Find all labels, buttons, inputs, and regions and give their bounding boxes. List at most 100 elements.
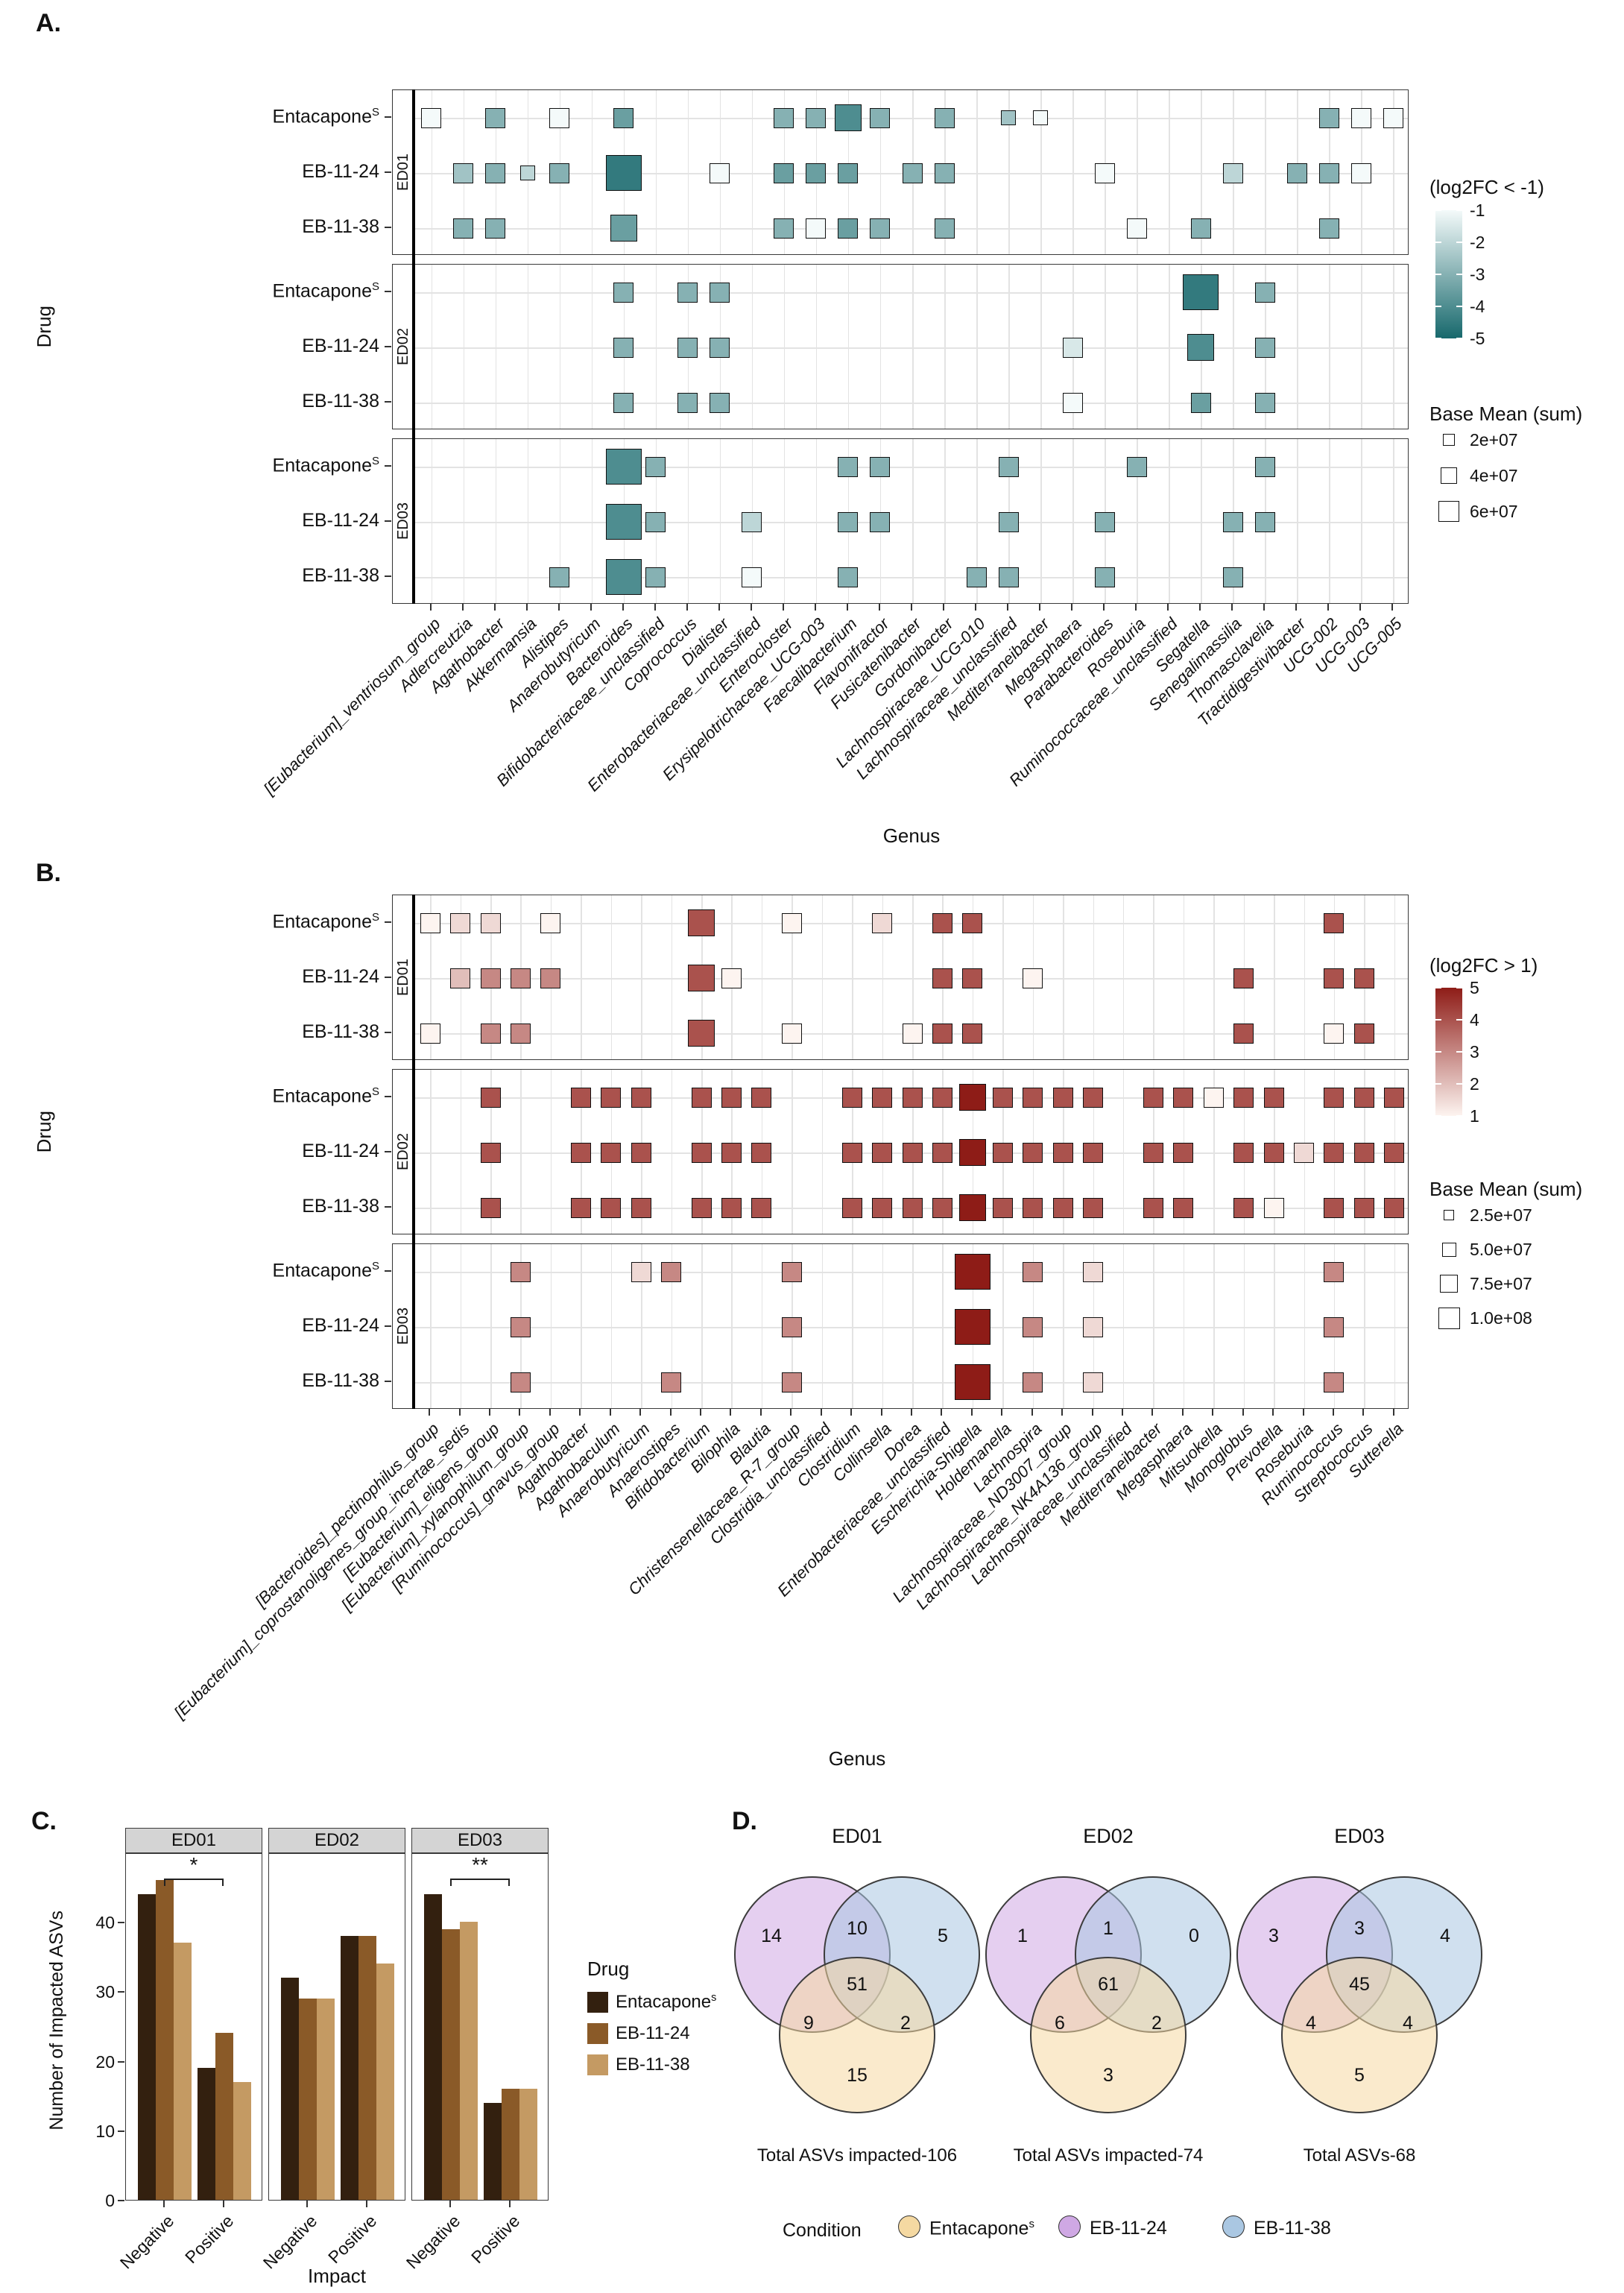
colorbar-tick	[1456, 209, 1462, 211]
gridline-vertical	[912, 1244, 914, 1408]
axis-left-line	[412, 89, 415, 604]
heatmap-cell	[872, 912, 893, 933]
venn-count: 1	[1103, 1918, 1113, 1939]
heatmap-cell	[774, 107, 794, 128]
y-axis-tick	[118, 2130, 124, 2132]
x-axis-tick	[1167, 604, 1169, 611]
bar	[484, 2102, 502, 2200]
gridline-vertical	[976, 265, 978, 429]
gridline-vertical	[942, 1244, 944, 1408]
heatmap-cell	[421, 107, 442, 128]
heatmap-cell	[1350, 163, 1371, 183]
size-legend-label: 1.0e+08	[1470, 1308, 1532, 1328]
heatmap-cell	[742, 567, 762, 587]
heatmap-cell	[1023, 1372, 1043, 1392]
condition-label: Entacapones	[929, 2218, 1034, 2239]
legend-swatch	[587, 2023, 608, 2044]
gridline-vertical	[463, 439, 465, 603]
heatmap-cell	[1033, 110, 1049, 125]
heatmap-cell	[838, 567, 859, 587]
heatmap-cell	[721, 1142, 742, 1163]
bar	[519, 2088, 538, 2200]
heatmap-cell	[645, 567, 666, 587]
gridline-vertical	[431, 265, 433, 429]
x-axis-tick	[461, 604, 464, 611]
x-axis-tick	[669, 1409, 672, 1416]
heatmap-cell	[710, 392, 730, 413]
heatmap-cell	[453, 218, 474, 239]
panel-b-color-legend-title: (log2FC > 1)	[1429, 954, 1538, 977]
venn-count: 1	[1017, 1925, 1028, 1946]
heatmap-cell	[751, 1197, 772, 1218]
bar	[376, 1964, 395, 2200]
bar-facet-panel	[411, 1853, 549, 2201]
heatmap-cell	[962, 1023, 983, 1044]
x-axis-tick	[1091, 1409, 1093, 1416]
gridline-vertical	[687, 90, 689, 254]
colorbar-tick	[1435, 274, 1441, 275]
x-axis-tick	[750, 604, 752, 611]
gridline-vertical	[1153, 1244, 1154, 1408]
heatmap-cell	[1233, 1023, 1254, 1044]
x-axis-tick	[622, 604, 624, 611]
x-axis-tick	[943, 604, 945, 611]
colorbar-tick	[1456, 274, 1462, 275]
heatmap-cell	[1126, 456, 1147, 477]
heatmap-cell	[902, 1197, 923, 1218]
heatmap-cell	[962, 912, 983, 933]
gridline-vertical	[1329, 265, 1330, 429]
venn-title: ED03	[1334, 1825, 1385, 1847]
facet-label: ED02	[314, 1830, 360, 1850]
row-label: EntacaponeS	[272, 280, 379, 302]
heatmap-cell	[1353, 1087, 1374, 1108]
colorbar-tick	[1456, 242, 1462, 243]
gridline-vertical	[1122, 895, 1125, 1059]
gridline-vertical	[1072, 439, 1074, 603]
venn-count: 3	[1103, 2065, 1113, 2086]
heatmap-cell	[450, 912, 471, 933]
heatmap-cell	[631, 1142, 651, 1163]
x-axis-tick	[557, 604, 560, 611]
gridline-horizontal	[415, 467, 1408, 468]
colorbar-tick-label: -1	[1470, 201, 1485, 220]
heatmap-cell	[1233, 1142, 1254, 1163]
gridline-vertical	[731, 1244, 733, 1408]
y-axis-tick	[118, 2200, 124, 2201]
y-tick-label: 10	[95, 2121, 115, 2141]
heatmap-cell	[838, 163, 859, 183]
gridline-vertical	[882, 1244, 884, 1408]
condition-swatch	[898, 2215, 920, 2238]
row-label: EntacaponeS	[272, 455, 379, 476]
y-axis-tick	[385, 977, 391, 978]
gridline-vertical	[1213, 1070, 1215, 1234]
row-label: EB-11-24	[302, 1141, 379, 1161]
row-label: EB-11-38	[302, 1021, 379, 1042]
heatmap-cell	[954, 1254, 990, 1290]
x-axis-tick	[590, 604, 592, 611]
significance-bracket	[449, 1879, 511, 1880]
gridline-vertical	[495, 439, 497, 603]
heatmap-cell	[605, 559, 642, 595]
heatmap-cell	[998, 567, 1019, 587]
heatmap-cell	[480, 1087, 501, 1108]
panel-d-legend-title: Condition	[783, 2220, 862, 2241]
gridline-horizontal	[415, 403, 1408, 404]
gridline-vertical	[1201, 439, 1202, 603]
gridline-vertical	[550, 1070, 552, 1234]
significance-label: *	[189, 1853, 198, 1876]
row-label: EntacaponeS	[272, 1085, 379, 1107]
heatmap-cell	[1023, 1197, 1043, 1218]
venn-count: 10	[847, 1918, 868, 1939]
panel-a-size-legend-title: Base Mean (sum)	[1429, 403, 1583, 425]
gridline-vertical	[1393, 439, 1394, 603]
gridline-vertical	[1137, 439, 1138, 603]
gridline-vertical	[460, 1244, 462, 1408]
x-axis-tick	[1302, 1409, 1304, 1416]
size-legend-square	[1438, 1307, 1460, 1329]
heatmap-cell	[1083, 1261, 1104, 1282]
row-label: EB-11-38	[302, 565, 379, 586]
heatmap-cell	[966, 567, 987, 587]
heatmap-cell	[570, 1142, 591, 1163]
heatmap-cell	[605, 449, 642, 485]
